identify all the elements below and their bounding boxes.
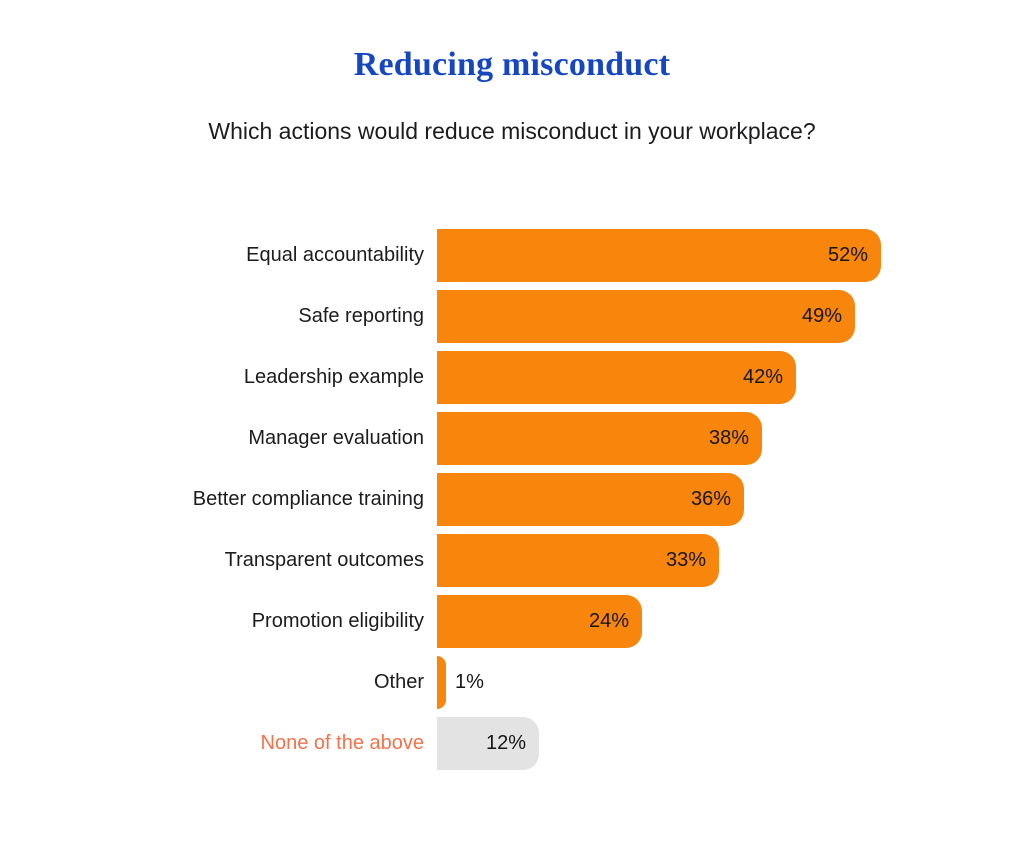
category-label: Manager evaluation bbox=[248, 427, 424, 449]
bar: 36% bbox=[437, 473, 744, 526]
bar-row: Leadership example 42% bbox=[0, 351, 1024, 404]
bar: 33% bbox=[437, 534, 719, 587]
value-label: 42% bbox=[742, 366, 783, 388]
bar bbox=[437, 656, 446, 709]
category-label: Other bbox=[373, 671, 424, 693]
chart-subtitle: Which actions would reduce misconduct in… bbox=[208, 118, 816, 144]
bar: 38% bbox=[437, 412, 762, 465]
bar-track: 52% bbox=[437, 229, 1024, 282]
bar-row: Promotion eligibility 24% bbox=[0, 595, 1024, 648]
bar-row: None of the above 12% bbox=[0, 717, 1024, 770]
category-label: Equal accountability bbox=[246, 244, 424, 266]
value-label: 36% bbox=[690, 488, 731, 510]
category-label: Better compliance training bbox=[192, 488, 424, 510]
bar-track: 24% bbox=[437, 595, 1024, 648]
value-label-outside: 1% bbox=[455, 671, 484, 693]
bar-row: Equal accountability 52% bbox=[0, 229, 1024, 282]
bar-row: Transparent outcomes 33% bbox=[0, 534, 1024, 587]
category-label: Promotion eligibility bbox=[251, 610, 424, 632]
bar-row: Manager evaluation 38% bbox=[0, 412, 1024, 465]
bar-track: 12% bbox=[437, 717, 1024, 770]
value-label: 52% bbox=[827, 244, 868, 266]
bar: 24% bbox=[437, 595, 642, 648]
value-label: 12% bbox=[485, 732, 526, 754]
bar-row: Better compliance training 36% bbox=[0, 473, 1024, 526]
value-label: 49% bbox=[801, 305, 842, 327]
bar: 42% bbox=[437, 351, 796, 404]
category-label: Safe reporting bbox=[298, 305, 424, 327]
bar-row: Safe reporting 49% bbox=[0, 290, 1024, 343]
category-label: Leadership example bbox=[243, 366, 424, 388]
bar-track: 42% bbox=[437, 351, 1024, 404]
category-label: Transparent outcomes bbox=[224, 549, 424, 571]
bar-row: Other 1% bbox=[0, 656, 1024, 709]
chart-title: Reducing misconduct bbox=[353, 46, 671, 83]
bar-track: 1% bbox=[437, 656, 1024, 709]
bar-track: 38% bbox=[437, 412, 1024, 465]
bar: 49% bbox=[437, 290, 855, 343]
bar-track: 33% bbox=[437, 534, 1024, 587]
bar: 52% bbox=[437, 229, 881, 282]
bar-track: 49% bbox=[437, 290, 1024, 343]
value-label: 24% bbox=[588, 610, 629, 632]
category-label: None of the above bbox=[260, 732, 424, 754]
value-label: 33% bbox=[665, 549, 706, 571]
bar-chart: Equal accountability 52% Safe reporting … bbox=[0, 229, 1024, 770]
value-label: 38% bbox=[708, 427, 749, 449]
bar: 12% bbox=[437, 717, 539, 770]
bar-track: 36% bbox=[437, 473, 1024, 526]
